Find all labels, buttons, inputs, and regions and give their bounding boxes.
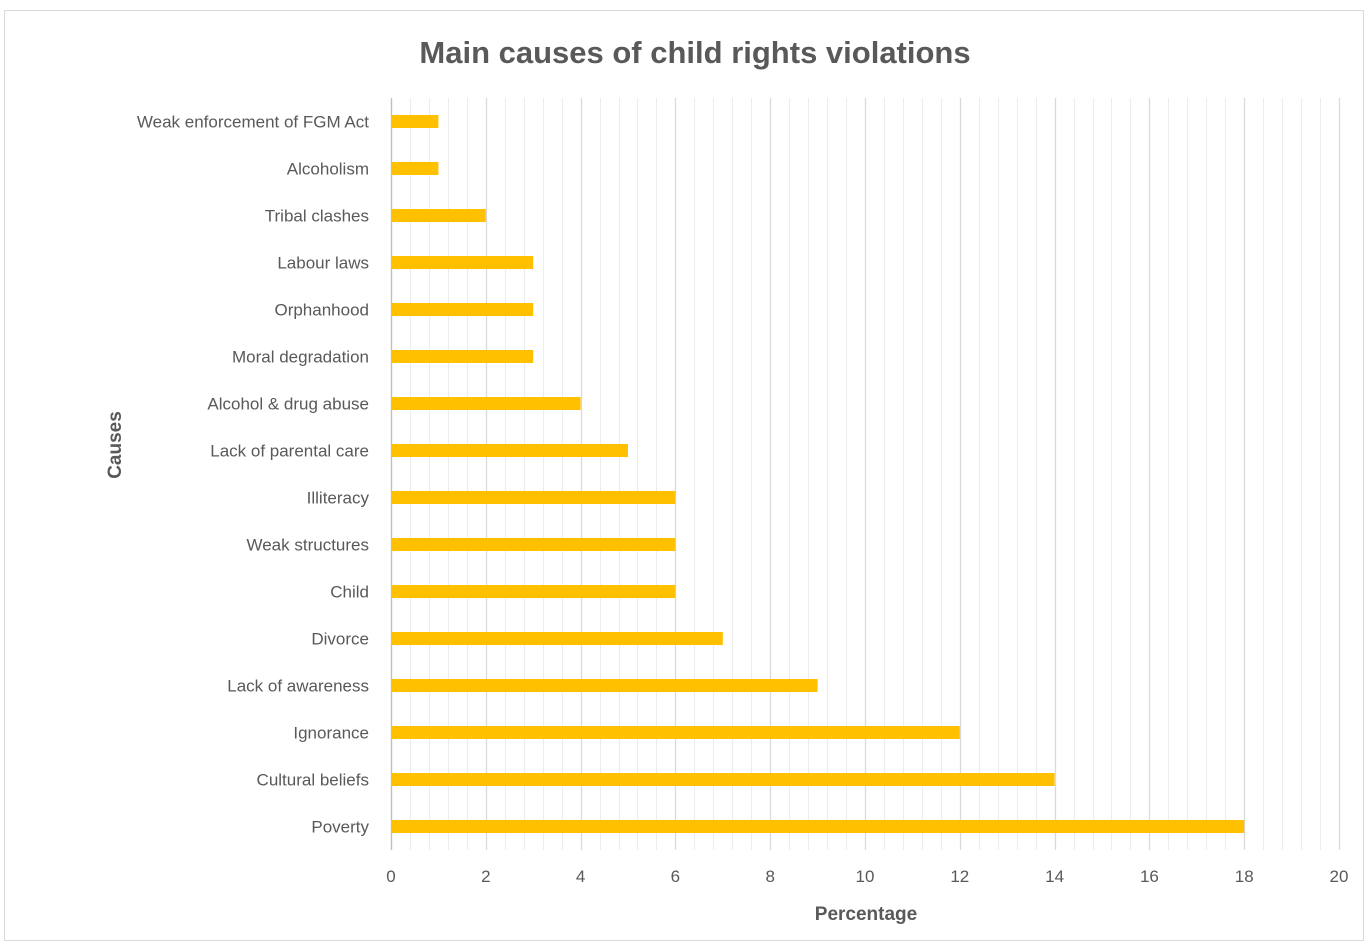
- bar: [392, 162, 439, 175]
- bar: [392, 726, 960, 739]
- chart-title: Main causes of child rights violations: [419, 35, 970, 70]
- bar: [392, 820, 1245, 833]
- x-tick-label: 12: [950, 867, 969, 886]
- x-tick-labels: 0 2 4 6 8 10 12 14 16 18 20: [386, 867, 1348, 886]
- bar: [392, 632, 723, 645]
- bar: [392, 444, 628, 457]
- category-label: Alcohol & drug abuse: [207, 395, 369, 414]
- category-label: Cultural beliefs: [257, 771, 369, 790]
- bar: [392, 491, 676, 504]
- bar: [392, 397, 581, 410]
- category-label: Moral degradation: [232, 348, 369, 367]
- x-tick-label: 8: [765, 867, 774, 886]
- bar: [392, 350, 534, 363]
- bar: [392, 303, 534, 316]
- category-label: Tribal clashes: [265, 207, 369, 226]
- category-label: Illiteracy: [307, 489, 370, 508]
- x-tick-label: 16: [1140, 867, 1159, 886]
- x-tick-label: 6: [671, 867, 680, 886]
- x-axis-title: Percentage: [815, 904, 917, 925]
- category-label: Labour laws: [277, 254, 369, 273]
- category-label: Poverty: [311, 818, 369, 837]
- category-label: Weak structures: [246, 536, 369, 555]
- category-label: Child: [330, 583, 369, 602]
- category-label: Orphanhood: [274, 301, 369, 320]
- x-tick-label: 0: [386, 867, 395, 886]
- bars: [392, 115, 1245, 833]
- category-label: Divorce: [311, 630, 369, 649]
- category-label: Alcoholism: [287, 160, 369, 179]
- x-tick-label: 10: [856, 867, 875, 886]
- category-label: Ignorance: [293, 724, 369, 743]
- category-label: Weak enforcement of FGM Act: [137, 113, 369, 132]
- gridlines: [390, 98, 1341, 850]
- bar: [392, 679, 818, 692]
- x-tick-label: 14: [1045, 867, 1064, 886]
- x-tick-label: 4: [576, 867, 585, 886]
- bar: [392, 585, 676, 598]
- bar: [392, 256, 534, 269]
- bar: [392, 115, 439, 128]
- bar: [392, 538, 676, 551]
- bar: [392, 209, 486, 222]
- category-label: Lack of parental care: [210, 442, 369, 461]
- category-labels: Poverty Cultural beliefs Ignorance Lack of …: [137, 113, 370, 837]
- bar: [392, 773, 1055, 786]
- category-label: Lack of awareness: [227, 677, 369, 696]
- x-tick-label: 2: [481, 867, 490, 886]
- y-axis-title: Causes: [105, 411, 126, 479]
- x-tick-label: 18: [1235, 867, 1254, 886]
- x-tick-label: 20: [1330, 867, 1349, 886]
